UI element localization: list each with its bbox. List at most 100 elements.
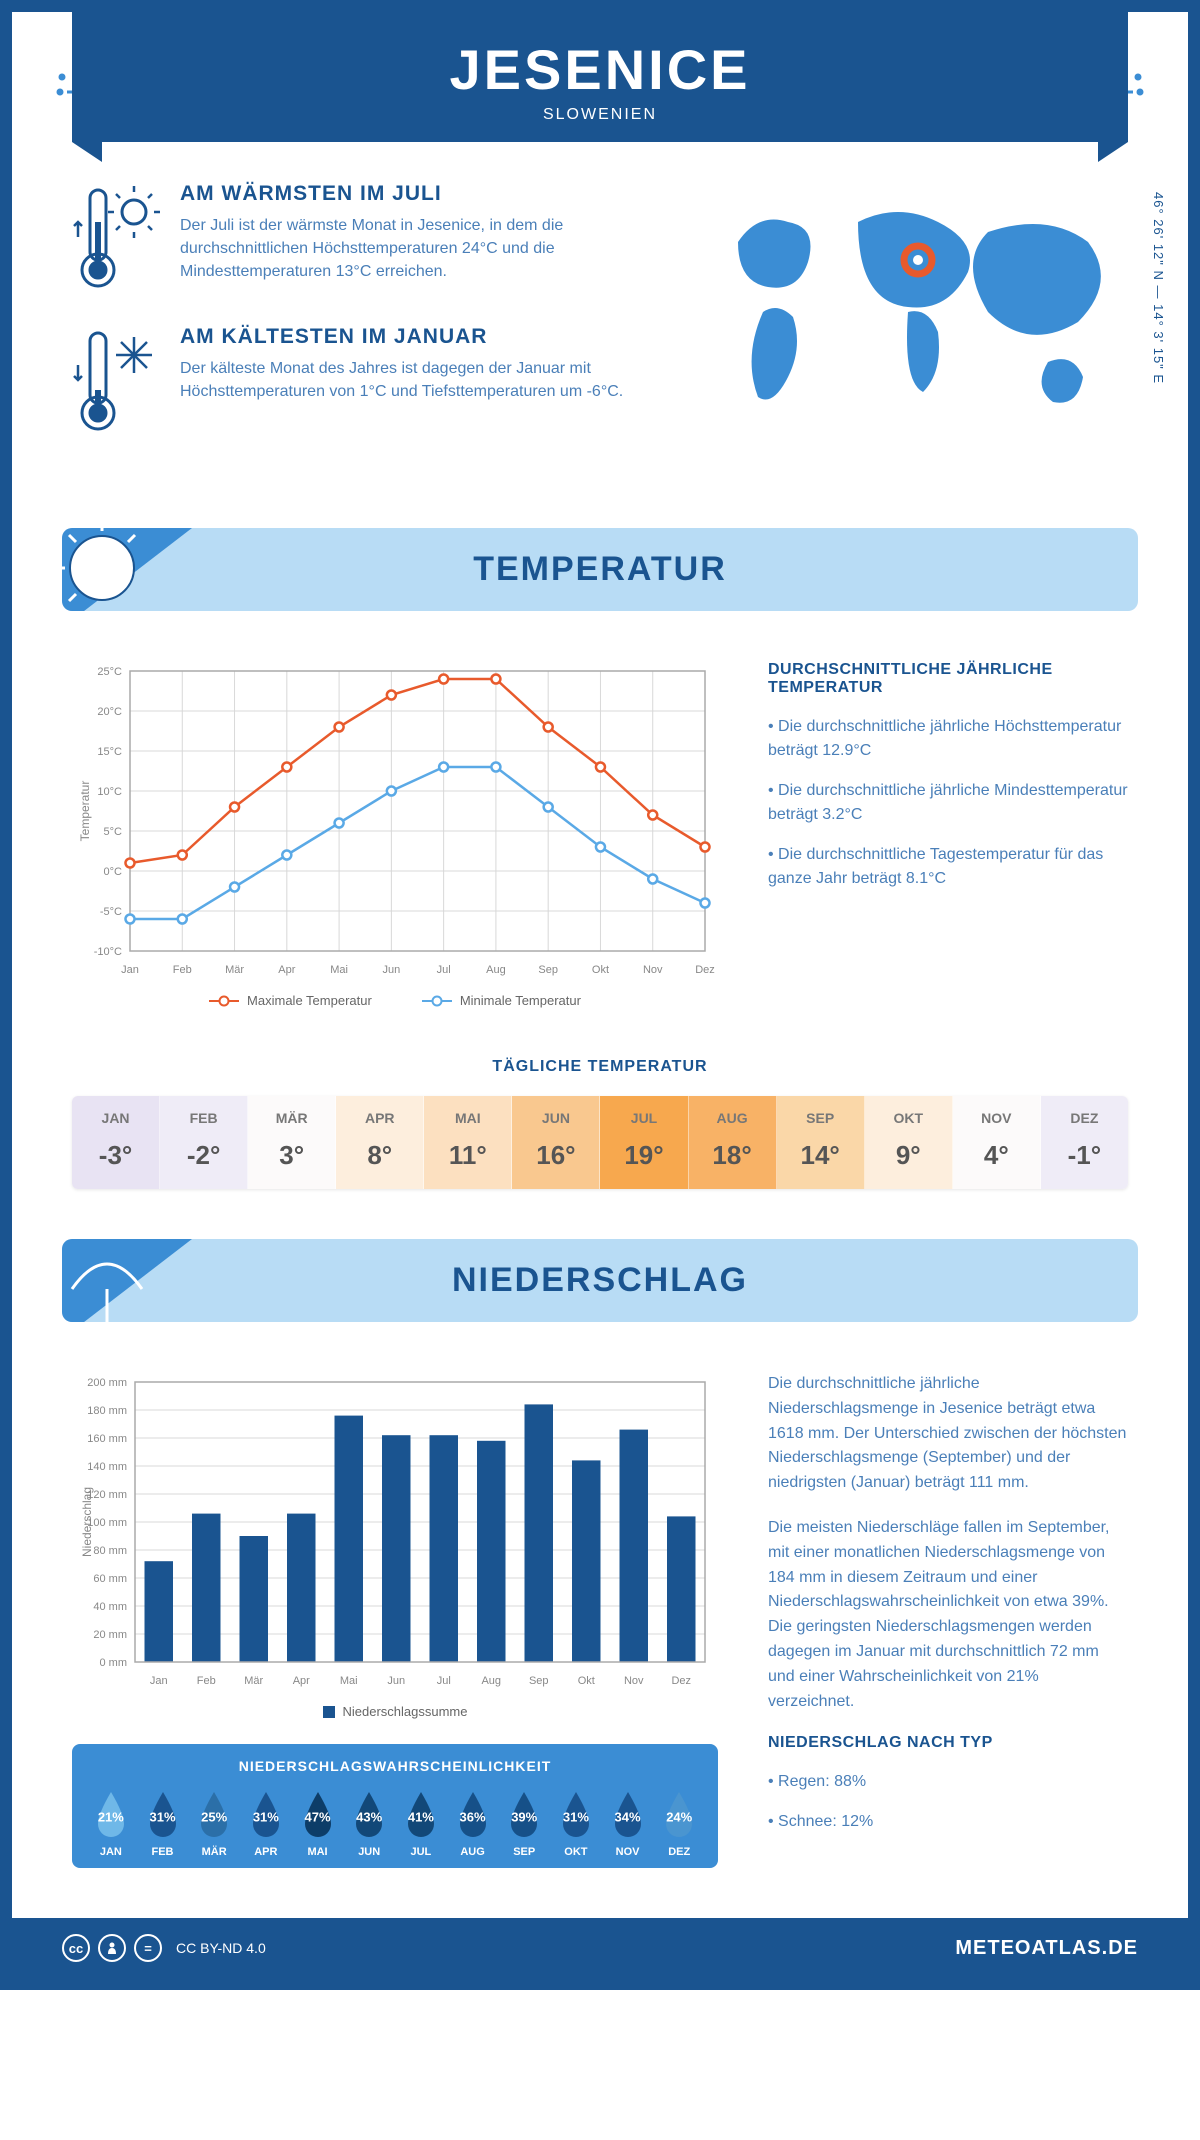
- temp-cell: FEB-2°: [160, 1096, 248, 1189]
- sun-icon: [62, 528, 177, 611]
- svg-text:Jan: Jan: [121, 964, 139, 976]
- temp-bullet: • Die durchschnittliche Tagestemperatur …: [768, 843, 1128, 891]
- svg-text:20 mm: 20 mm: [93, 1629, 127, 1641]
- infographic-frame: JESENICE SLOWENIEN AM WÄRMSTEN IM JULI D…: [0, 0, 1200, 1990]
- avg-temp-title: DURCHSCHNITTLICHE JÄHRLICHE TEMPERATUR: [768, 661, 1128, 697]
- coldest-title: AM KÄLTESTEN IM JANUAR: [180, 325, 668, 349]
- svg-text:Jun: Jun: [387, 1675, 405, 1687]
- type-bullet: • Regen: 88%: [768, 1770, 1128, 1794]
- svg-text:-10°C: -10°C: [94, 946, 122, 958]
- temp-bullet: • Die durchschnittliche jährliche Mindes…: [768, 779, 1128, 827]
- svg-text:Jan: Jan: [150, 1675, 168, 1687]
- svg-text:80 mm: 80 mm: [93, 1545, 127, 1557]
- chart-legend: Niederschlagssumme: [72, 1704, 718, 1719]
- svg-text:Okt: Okt: [592, 964, 609, 976]
- prob-cell: 31%FEB: [140, 1788, 186, 1858]
- cc-license: CC BY-ND 4.0: [176, 1940, 266, 1956]
- temp-cell: SEP14°: [777, 1096, 865, 1189]
- svg-text:60 mm: 60 mm: [93, 1573, 127, 1585]
- svg-text:Sep: Sep: [538, 964, 558, 976]
- daily-temp-grid: JAN-3°FEB-2°MÄR3°APR8°MAI11°JUN16°JUL19°…: [72, 1096, 1128, 1189]
- svg-text:Apr: Apr: [293, 1675, 310, 1687]
- page-title: JESENICE: [72, 37, 1128, 102]
- temp-cell: JUN16°: [512, 1096, 600, 1189]
- prob-cell: 39%SEP: [501, 1788, 547, 1858]
- temp-cell: APR8°: [336, 1096, 424, 1189]
- svg-text:140 mm: 140 mm: [87, 1461, 127, 1473]
- precip-type-title: NIEDERSCHLAG NACH TYP: [768, 1734, 1128, 1752]
- prob-cell: 24%DEZ: [656, 1788, 702, 1858]
- temp-cell: MAI11°: [424, 1096, 512, 1189]
- brand: METEOATLAS.DE: [955, 1937, 1138, 1960]
- prob-cell: 25%MÄR: [191, 1788, 237, 1858]
- svg-text:Jul: Jul: [437, 964, 451, 976]
- temp-cell: AUG18°: [689, 1096, 777, 1189]
- svg-text:Jul: Jul: [437, 1675, 451, 1687]
- section-title: TEMPERATUR: [62, 550, 1138, 589]
- svg-text:Dez: Dez: [695, 964, 715, 976]
- prob-cell: 21%JAN: [88, 1788, 134, 1858]
- svg-text:10°C: 10°C: [97, 786, 122, 798]
- precipitation-banner: NIEDERSCHLAG: [62, 1239, 1138, 1322]
- section-title: NIEDERSCHLAG: [62, 1261, 1138, 1300]
- temperature-line-chart: -10°C-5°C0°C5°C10°C15°C20°C25°CJanFebMär…: [72, 661, 718, 981]
- legend-precip: Niederschlagssumme: [343, 1704, 468, 1719]
- svg-text:-5°C: -5°C: [100, 906, 122, 918]
- svg-text:Aug: Aug: [481, 1675, 501, 1687]
- temp-cell: DEZ-1°: [1041, 1096, 1128, 1189]
- temp-cell: JUL19°: [600, 1096, 688, 1189]
- svg-text:5°C: 5°C: [104, 826, 123, 838]
- daily-temp-title: TÄGLICHE TEMPERATUR: [72, 1058, 1128, 1076]
- cc-icons: cc =: [62, 1934, 162, 1962]
- svg-text:Temperatur: Temperatur: [78, 781, 92, 842]
- precipitation-bar-chart: 0 mm20 mm40 mm60 mm80 mm100 mm120 mm140 …: [72, 1372, 718, 1692]
- legend-max: Maximale Temperatur: [247, 993, 372, 1008]
- prob-cell: 31%OKT: [553, 1788, 599, 1858]
- chart-legend: Maximale Temperatur Minimale Temperatur: [72, 993, 718, 1008]
- temperature-banner: TEMPERATUR: [62, 528, 1138, 611]
- coordinates: 46° 26' 12" N — 14° 3' 15" E: [1151, 192, 1166, 384]
- svg-text:40 mm: 40 mm: [93, 1601, 127, 1613]
- legend-min: Minimale Temperatur: [460, 993, 581, 1008]
- svg-text:Dez: Dez: [671, 1675, 691, 1687]
- svg-text:Nov: Nov: [643, 964, 663, 976]
- type-bullet: • Schnee: 12%: [768, 1810, 1128, 1834]
- coldest-text: Der kälteste Monat des Jahres ist dagege…: [180, 357, 668, 403]
- svg-text:Mai: Mai: [340, 1675, 358, 1687]
- svg-text:Apr: Apr: [278, 964, 295, 976]
- svg-text:Mai: Mai: [330, 964, 348, 976]
- warmest-block: AM WÄRMSTEN IM JULI Der Juli ist der wär…: [72, 182, 668, 297]
- prob-cell: 41%JUL: [398, 1788, 444, 1858]
- svg-text:160 mm: 160 mm: [87, 1433, 127, 1445]
- world-map: 46° 26' 12" N — 14° 3' 15" E: [708, 182, 1128, 468]
- footer: cc = CC BY-ND 4.0 METEOATLAS.DE: [12, 1918, 1188, 1978]
- probability-title: NIEDERSCHLAGSWAHRSCHEINLICHKEIT: [88, 1758, 702, 1774]
- svg-text:15°C: 15°C: [97, 746, 122, 758]
- thermometer-hot-icon: [72, 182, 162, 297]
- warmest-title: AM WÄRMSTEN IM JULI: [180, 182, 668, 206]
- thermometer-cold-icon: [72, 325, 162, 440]
- warmest-text: Der Juli ist der wärmste Monat in Jeseni…: [180, 214, 668, 284]
- svg-text:200 mm: 200 mm: [87, 1377, 127, 1389]
- umbrella-icon: [62, 1239, 177, 1322]
- prob-cell: 36%AUG: [450, 1788, 496, 1858]
- page-subtitle: SLOWENIEN: [72, 106, 1128, 124]
- svg-text:0°C: 0°C: [104, 866, 123, 878]
- svg-text:0 mm: 0 mm: [100, 1657, 128, 1669]
- svg-text:Mär: Mär: [244, 1675, 263, 1687]
- svg-text:Feb: Feb: [173, 964, 192, 976]
- svg-text:Mär: Mär: [225, 964, 244, 976]
- svg-text:Niederschlag: Niederschlag: [80, 1487, 94, 1557]
- temp-cell: NOV4°: [953, 1096, 1041, 1189]
- temp-cell: JAN-3°: [72, 1096, 160, 1189]
- svg-text:Nov: Nov: [624, 1675, 644, 1687]
- coldest-block: AM KÄLTESTEN IM JANUAR Der kälteste Mona…: [72, 325, 668, 440]
- prob-cell: 47%MAI: [295, 1788, 341, 1858]
- temp-cell: MÄR3°: [248, 1096, 336, 1189]
- svg-text:Feb: Feb: [197, 1675, 216, 1687]
- svg-text:Okt: Okt: [578, 1675, 595, 1687]
- header-banner: JESENICE SLOWENIEN: [72, 12, 1128, 142]
- svg-text:Sep: Sep: [529, 1675, 549, 1687]
- prob-cell: 31%APR: [243, 1788, 289, 1858]
- probability-box: NIEDERSCHLAGSWAHRSCHEINLICHKEIT 21%JAN31…: [72, 1744, 718, 1868]
